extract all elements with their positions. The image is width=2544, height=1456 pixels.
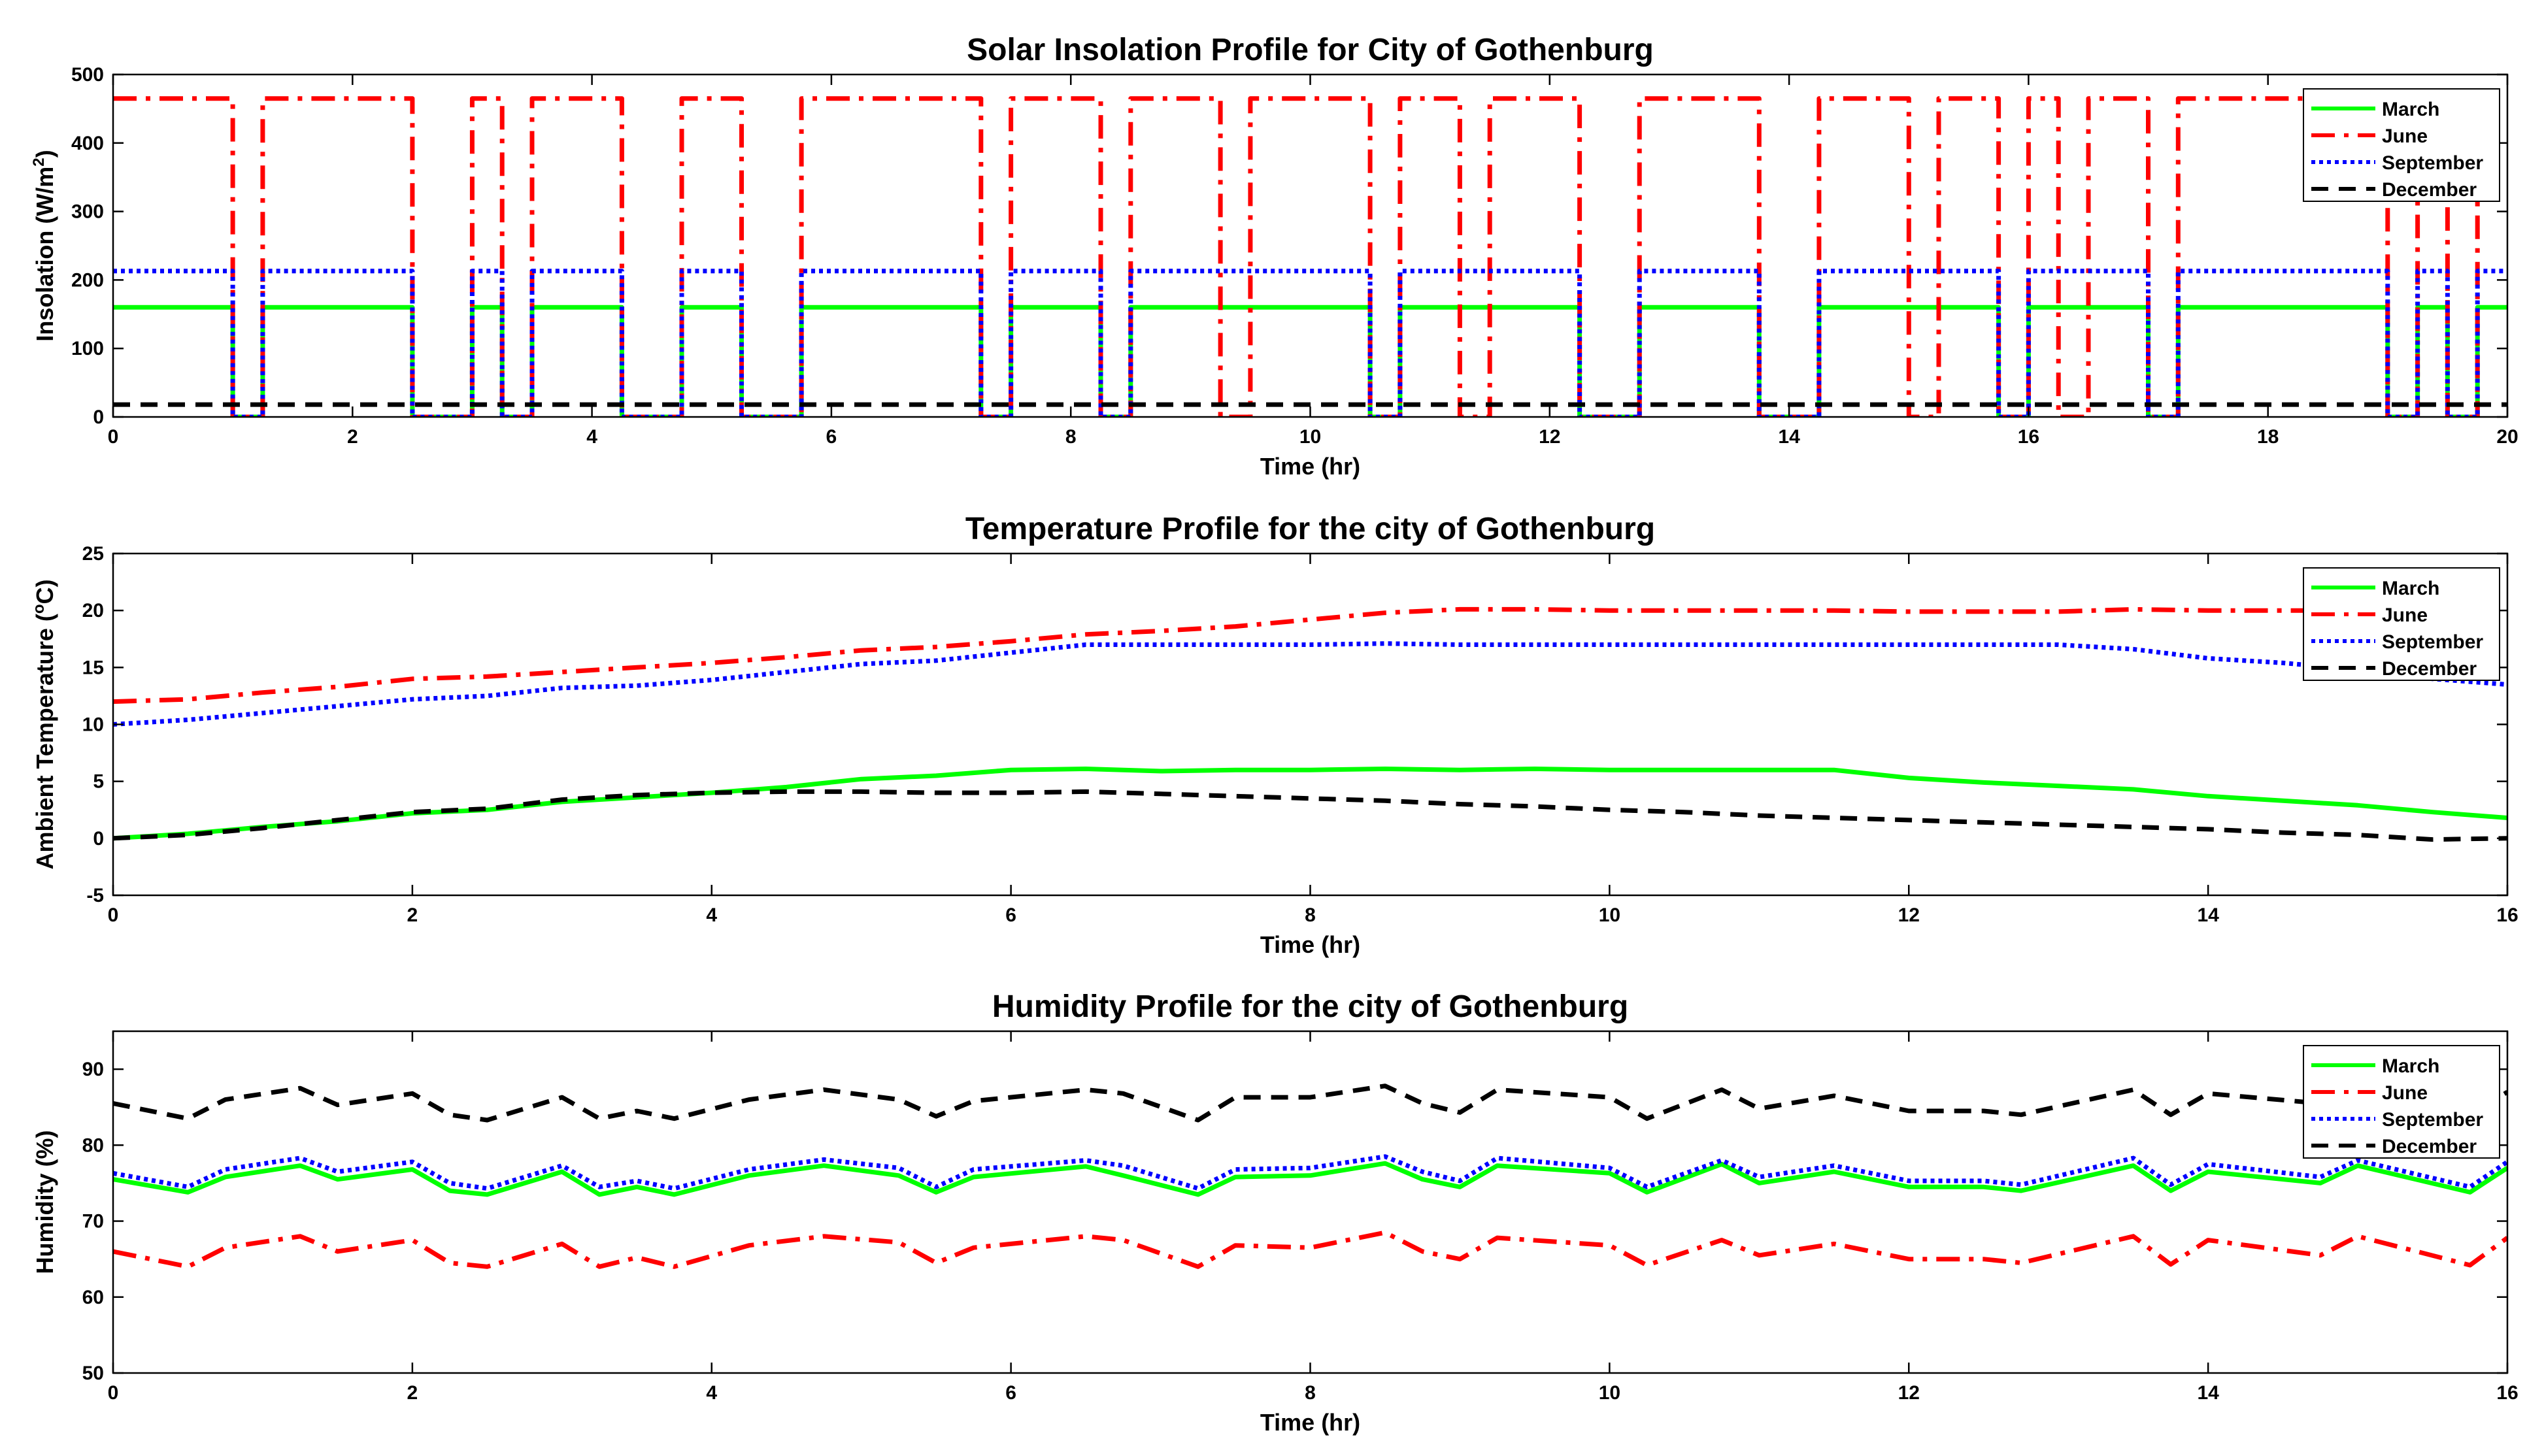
y-tick-label: 200 <box>71 269 104 291</box>
x-tick-label: 16 <box>2496 904 2518 926</box>
legend: March June September December <box>2303 567 2500 681</box>
x-tick-label: 2 <box>347 426 358 448</box>
legend: March June September December <box>2303 1045 2500 1159</box>
series-group <box>113 96 2507 417</box>
plot-area <box>113 554 2507 895</box>
y-tick-label: 25 <box>82 543 104 565</box>
y-tick-label: 15 <box>82 657 104 678</box>
chart-title: Solar Insolation Profile for City of Got… <box>967 33 1654 67</box>
x-tick-label: 4 <box>586 426 597 448</box>
y-tick-label: 80 <box>82 1134 104 1156</box>
y-tick-label: 60 <box>82 1287 104 1308</box>
legend: March June September December <box>2303 88 2500 202</box>
legend-label-december: December <box>2382 1136 2477 1157</box>
x-tick-label: 16 <box>2496 1382 2518 1404</box>
y-tick-label: 50 <box>82 1363 104 1384</box>
series-line-september <box>113 641 2507 727</box>
legend-label-june: June <box>2382 604 2428 626</box>
legend-label-september: September <box>2382 1109 2483 1131</box>
y-tick-label: 5 <box>93 771 104 793</box>
x-tick-label: 6 <box>1005 1382 1016 1404</box>
x-tick-label: 0 <box>108 904 119 926</box>
x-tick-label: 6 <box>826 426 837 448</box>
x-axis-label: Time (hr) <box>1260 931 1360 958</box>
chart-title: Humidity Profile for the city of Gothenb… <box>992 989 1628 1024</box>
x-tick-label: 10 <box>1299 426 1321 448</box>
legend-label-june: June <box>2382 1082 2428 1104</box>
y-tick-label: 400 <box>71 133 104 154</box>
x-tick-label: 18 <box>2257 426 2279 448</box>
x-tick-label: 12 <box>1539 426 1560 448</box>
legend-label-march: March <box>2382 1055 2439 1077</box>
y-tick-label: 0 <box>93 406 104 428</box>
y-tick-label: 500 <box>71 64 104 86</box>
y-tick-label: 20 <box>82 600 104 621</box>
y-axis-label: Insolation (W/m2) <box>30 150 58 341</box>
x-tick-label: 8 <box>1305 904 1316 926</box>
y-axis-label: Humidity (%) <box>31 1131 58 1274</box>
x-tick-label: 8 <box>1305 1382 1316 1404</box>
legend-label-september: September <box>2382 152 2483 174</box>
y-tick-label: 10 <box>82 714 104 736</box>
series-line-september <box>113 1154 2507 1191</box>
y-tick-label: 0 <box>93 828 104 850</box>
series-group <box>113 1084 2507 1269</box>
x-tick-label: 0 <box>108 426 119 448</box>
x-tick-label: 20 <box>2496 426 2518 448</box>
legend-label-september: September <box>2382 631 2483 653</box>
series-group <box>113 606 2507 842</box>
x-tick-label: 6 <box>1005 904 1016 926</box>
x-tick-label: 12 <box>1898 904 1920 926</box>
series-line-june <box>113 1230 2507 1269</box>
y-tick-label: 300 <box>71 201 104 223</box>
series-line-september <box>113 269 2507 417</box>
plot-area <box>113 74 2507 417</box>
legend-label-december: December <box>2382 658 2477 680</box>
y-tick-label: 100 <box>71 338 104 359</box>
series-line-march <box>113 1161 2507 1197</box>
x-tick-label: 2 <box>407 1382 418 1404</box>
y-tick-label: -5 <box>86 885 104 906</box>
legend-label-june: June <box>2382 125 2428 147</box>
y-axis-label: Ambient Temperature (oC) <box>30 579 58 869</box>
x-tick-label: 8 <box>1065 426 1077 448</box>
legend-label-march: March <box>2382 99 2439 120</box>
legend-label-march: March <box>2382 578 2439 599</box>
x-tick-label: 14 <box>2197 1382 2219 1404</box>
x-tick-label: 0 <box>108 1382 119 1404</box>
x-tick-label: 4 <box>706 1382 717 1404</box>
chart-title: Temperature Profile for the city of Goth… <box>965 512 1655 546</box>
y-tick-label: 90 <box>82 1059 104 1080</box>
x-axis-label: Time (hr) <box>1260 453 1360 480</box>
y-tick-label: 70 <box>82 1211 104 1233</box>
x-tick-label: 2 <box>407 904 418 926</box>
x-axis-label: Time (hr) <box>1260 1409 1360 1436</box>
x-tick-label: 10 <box>1599 1382 1620 1404</box>
series-line-december <box>113 789 2507 842</box>
series-line-june <box>113 606 2507 704</box>
x-tick-label: 4 <box>706 904 717 926</box>
chart-panel-3: 0 2 4 6 8 10 12 14 16 50 60 70 80 90 Humidity Profile … <box>31 989 2519 1436</box>
x-tick-label: 16 <box>2018 426 2039 448</box>
legend-label-december: December <box>2382 179 2477 201</box>
plot-area <box>113 1031 2507 1373</box>
x-tick-label: 14 <box>2197 904 2219 926</box>
x-tick-label: 14 <box>1778 426 1800 448</box>
x-tick-label: 10 <box>1599 904 1620 926</box>
x-tick-label: 12 <box>1898 1382 1920 1404</box>
